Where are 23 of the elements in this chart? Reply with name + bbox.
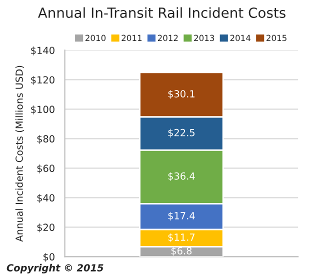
legend-label: 2014 bbox=[230, 34, 250, 42]
y-tick-label: $100 bbox=[31, 106, 54, 114]
y-tick-label: $60 bbox=[37, 164, 54, 174]
y-tick-label: $80 bbox=[37, 135, 54, 144]
data-label: $6.8 bbox=[171, 246, 192, 256]
legend-label: 2013 bbox=[194, 34, 214, 42]
y-axis-title: Annual Incident Costs (Millions USD) bbox=[15, 66, 24, 242]
legend-label: 2012 bbox=[158, 34, 178, 42]
data-label: $36.4 bbox=[168, 172, 195, 182]
legend-label: 2011 bbox=[122, 34, 142, 42]
y-tick-label: $20 bbox=[37, 223, 54, 232]
data-label: $11.7 bbox=[168, 233, 195, 242]
legend-label: 2010 bbox=[86, 34, 106, 42]
legend-label: 2015 bbox=[266, 34, 286, 42]
y-tick-label: $120 bbox=[31, 76, 54, 85]
data-label: $30.1 bbox=[168, 90, 194, 99]
text: Copyright © 2015 bbox=[6, 264, 104, 274]
y-tick-label: $40 bbox=[37, 194, 54, 203]
data-label: $22.5 bbox=[168, 128, 195, 138]
chart-title: Annual In-Transit Rail Incident Costs bbox=[38, 7, 286, 18]
y-tick-label: $0 bbox=[44, 252, 54, 262]
data-label: $17.4 bbox=[168, 212, 195, 221]
y-tick-label: $140 bbox=[31, 46, 54, 56]
